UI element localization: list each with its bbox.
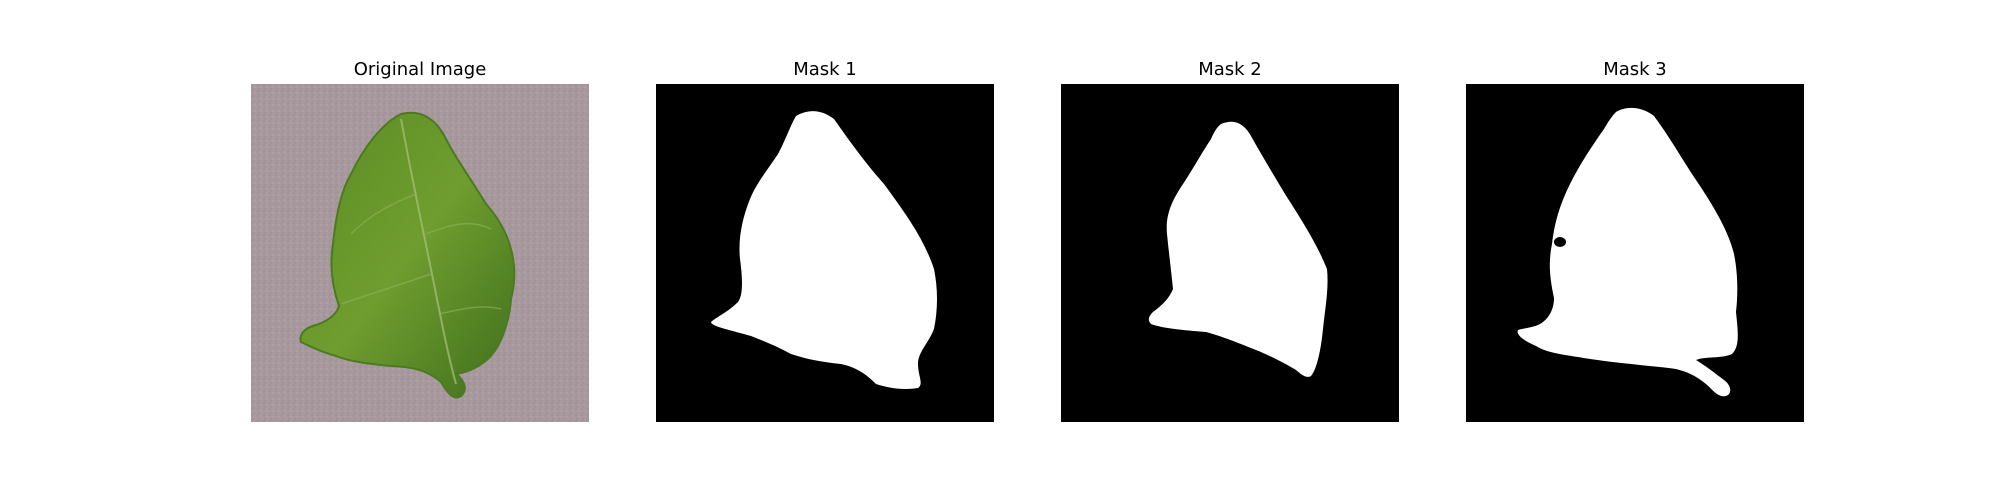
mask-1-panel [656, 84, 994, 422]
mask-2-shape [1148, 121, 1328, 377]
mask-icon [656, 84, 994, 422]
mask-3-panel [1466, 84, 1804, 422]
original-image-panel [251, 84, 589, 422]
mask-3-hole [1554, 237, 1566, 247]
panel-title-mask-2: Mask 2 [1198, 59, 1262, 80]
mask-3-shape [1517, 107, 1738, 397]
leaf-shape [299, 111, 516, 399]
panel-title-mask-1: Mask 1 [793, 59, 857, 80]
panel-title-original: Original Image [353, 59, 487, 80]
mask-3-fragment [1542, 331, 1550, 337]
mask-2-panel [1061, 84, 1399, 422]
mask-icon [1466, 84, 1804, 422]
mask-1-shape [711, 111, 937, 389]
leaf-photo-icon [251, 84, 589, 422]
mask-icon [1061, 84, 1399, 422]
panel-title-mask-3: Mask 3 [1603, 59, 1667, 80]
